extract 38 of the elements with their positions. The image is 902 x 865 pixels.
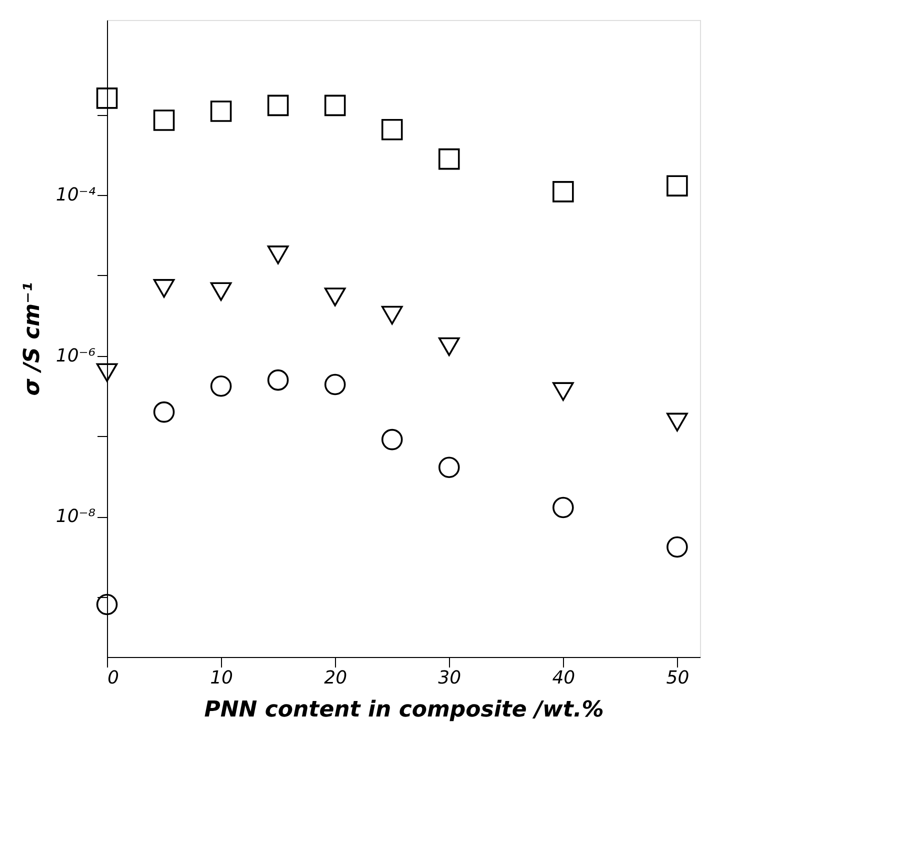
x-tick-label: 40 — [552, 668, 576, 688]
point — [324, 94, 346, 116]
y-tick-label: 10⁻⁸ — [56, 506, 96, 528]
point — [96, 88, 118, 109]
point — [210, 282, 232, 301]
point — [210, 100, 232, 122]
point — [324, 288, 346, 306]
point — [96, 594, 118, 616]
point — [96, 363, 118, 382]
point — [438, 337, 460, 356]
point — [552, 496, 574, 518]
point — [153, 401, 175, 423]
x-tick-label: 50 — [666, 668, 690, 688]
x-tick-label: 20 — [324, 668, 348, 688]
point — [381, 118, 403, 140]
point — [552, 181, 574, 202]
point — [552, 382, 574, 401]
point — [381, 306, 403, 325]
x-tick-label: 30 — [438, 668, 462, 688]
point — [666, 175, 688, 196]
point — [438, 148, 460, 170]
point — [381, 428, 403, 450]
point — [666, 412, 688, 432]
point — [267, 246, 289, 264]
point — [267, 94, 289, 116]
y-axis-title: σ /S cm⁻¹ — [20, 282, 45, 396]
x-tick-label: 0 — [108, 668, 119, 688]
x-axis-title: PNN content in composite /wt.% — [204, 698, 604, 722]
y-tick-label: 10⁻⁶ — [56, 345, 96, 366]
y-tick-label: 10⁻⁴ — [56, 184, 96, 206]
point — [666, 536, 688, 558]
point — [153, 279, 175, 298]
x-tick-label: 10 — [210, 668, 233, 688]
point — [438, 456, 460, 478]
point — [210, 376, 232, 397]
point — [153, 110, 175, 131]
point — [267, 369, 289, 391]
point — [324, 374, 346, 396]
